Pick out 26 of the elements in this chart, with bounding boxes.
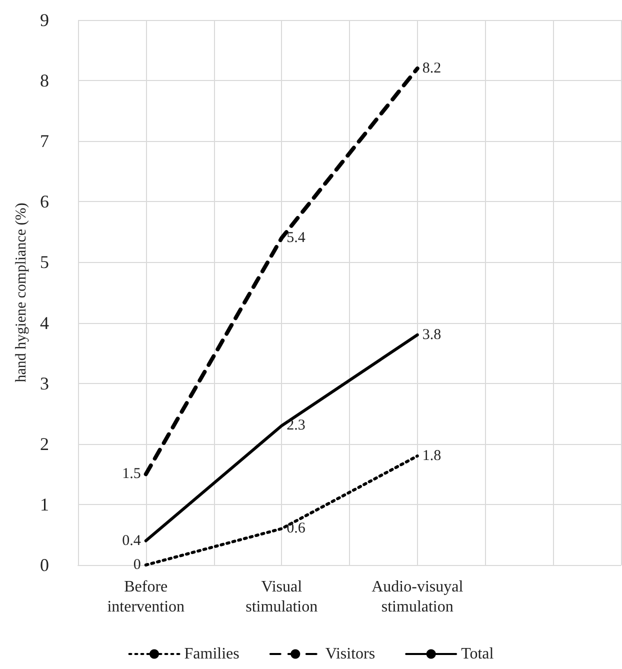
y-axis-title: hand hygiene compliance (%) [14, 202, 30, 382]
data-label: 2.3 [286, 418, 306, 434]
x-tick-label: Visual stimulation [246, 578, 318, 616]
y-tick-label: 4 [40, 312, 49, 333]
y-tick-label: 0 [40, 555, 49, 575]
x-tick-label: Audio-visuyal stimulation [372, 578, 464, 616]
y-tick-label: 7 [40, 131, 49, 152]
y-tick-label: 5 [40, 252, 49, 272]
data-label: 5.4 [286, 230, 306, 246]
legend-label: Visitors [325, 646, 376, 662]
data-label: 8.2 [422, 60, 442, 76]
data-label: 3.8 [422, 326, 442, 343]
y-tick-label: 9 [40, 10, 49, 30]
legend-label: Families [184, 646, 240, 662]
data-label: 1.8 [422, 448, 442, 464]
y-tick-label: 3 [40, 373, 49, 394]
y-tick-label: 2 [40, 434, 49, 454]
y-tick-label: 6 [40, 192, 49, 212]
y-tick-label: 8 [40, 70, 49, 91]
legend-label: Total [461, 646, 494, 662]
data-label: 1.5 [122, 466, 141, 482]
data-label: 0.4 [122, 532, 142, 549]
x-tick-label: Before intervention [107, 578, 185, 616]
data-label: 0 [133, 557, 141, 573]
y-tick-label: 1 [40, 494, 49, 514]
data-label: 0.6 [286, 520, 306, 537]
